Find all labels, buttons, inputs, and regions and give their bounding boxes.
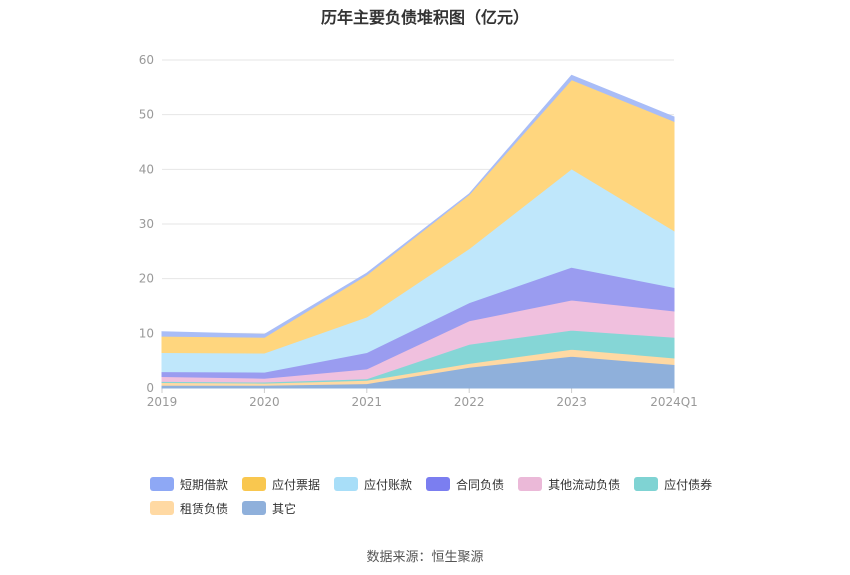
legend-label: 应付债券 xyxy=(664,477,713,492)
legend-label: 短期借款 xyxy=(180,477,229,492)
data-source: 数据来源：恒生聚源 xyxy=(366,550,484,565)
chart-title: 历年主要负债堆积图（亿元） xyxy=(320,8,529,27)
x-tick-label: 2021 xyxy=(352,395,383,409)
x-tick-label: 2022 xyxy=(454,395,485,409)
legend-swatch xyxy=(242,501,267,515)
y-tick-label: 20 xyxy=(139,272,154,286)
y-tick-label: 30 xyxy=(139,217,154,231)
legend-item[interactable]: 合同负债 xyxy=(426,472,504,496)
legend-swatch xyxy=(518,477,543,491)
legend-label: 其他流动负债 xyxy=(548,477,621,492)
legend-item[interactable]: 短期借款 xyxy=(150,472,228,496)
legend-item[interactable]: 应付账款 xyxy=(334,472,412,496)
y-tick-label: 60 xyxy=(139,53,154,67)
legend-swatch xyxy=(150,477,174,491)
legend-item[interactable]: 应付债券 xyxy=(634,472,712,496)
y-tick-label: 40 xyxy=(139,162,154,176)
y-tick-label: 50 xyxy=(139,108,154,122)
legend-swatch xyxy=(242,477,267,491)
x-tick-label: 2024Q1 xyxy=(650,395,698,409)
legend-item[interactable]: 租赁负债 xyxy=(150,496,228,520)
x-tick-label: 2020 xyxy=(249,395,280,409)
legend-label: 租赁负债 xyxy=(180,501,229,516)
legend-item[interactable]: 应付票据 xyxy=(242,472,320,496)
x-tick-label: 2023 xyxy=(556,395,587,409)
chart-legend: 短期借款 应付票据 应付账款 合同负债 其他流动负债 应付债券租赁负债 其它 xyxy=(150,472,730,520)
legend-swatch xyxy=(634,477,659,491)
legend-label: 应付票据 xyxy=(272,477,321,492)
legend-item[interactable]: 其他流动负债 xyxy=(518,472,620,496)
y-tick-label: 0 xyxy=(146,381,154,395)
legend-swatch xyxy=(150,501,174,515)
legend-swatch xyxy=(334,477,359,491)
y-tick-label: 10 xyxy=(139,326,154,340)
legend-label: 合同负债 xyxy=(456,477,505,492)
legend-label: 其它 xyxy=(272,501,297,516)
x-tick-label: 2019 xyxy=(147,395,178,409)
stacked-area-chart: 0 10 20 30 40 50 60 2019 2020 2021 2022 2023 2024Q1 xyxy=(139,53,698,409)
legend-item[interactable]: 其它 xyxy=(242,496,296,520)
area-series xyxy=(161,74,675,338)
legend-label: 应付账款 xyxy=(364,477,413,492)
legend-swatch xyxy=(426,477,451,491)
